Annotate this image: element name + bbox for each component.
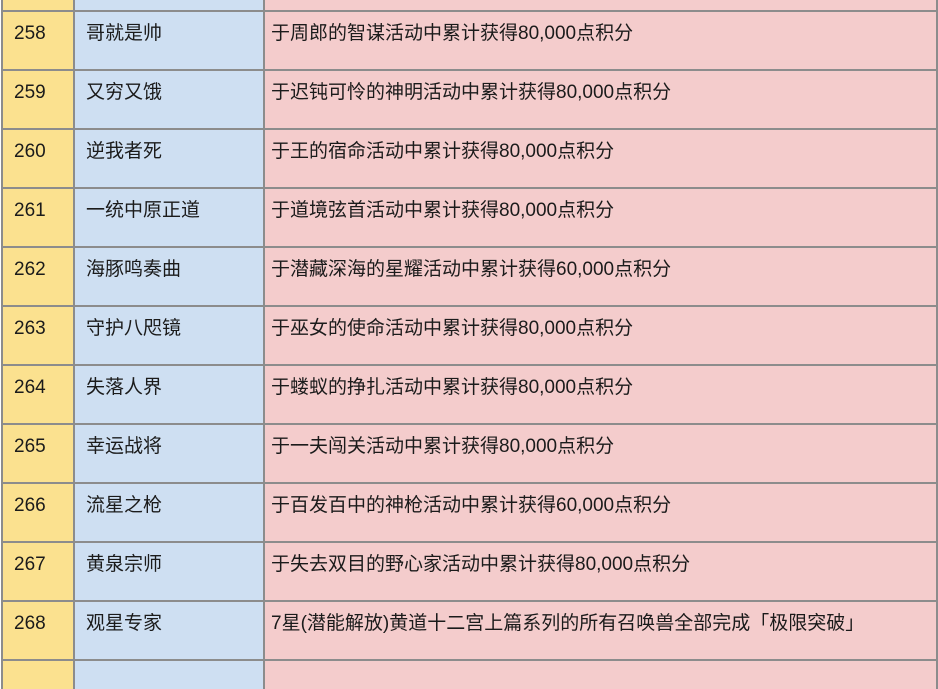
row-description-cell: 于巫女的使命活动中累计获得80,000点积分 [263,305,938,366]
table-row: 262 海豚鸣奏曲 于潜藏深海的星耀活动中累计获得60,000点积分 [1,246,938,307]
row-title-cell: 海豚鸣奏曲 [73,246,265,307]
row-title-cell: 一统中原正道 [73,187,265,248]
row-description-cell: 于一夫闯关活动中累计获得80,000点积分 [263,423,938,484]
row-title-cell: 守护八咫镜 [73,305,265,366]
row-description-cell: 于潜藏深海的星耀活动中累计获得60,000点积分 [263,246,938,307]
table-row: 266 流星之枪 于百发百中的神枪活动中累计获得60,000点积分 [1,482,938,543]
row-number-cell: 262 [1,246,75,307]
row-description-cell: 于百发百中的神枪活动中累计获得60,000点积分 [263,482,938,543]
row-description-cell [263,0,938,12]
row-number-cell [1,0,75,12]
clipped-row-top [1,0,938,12]
table-row: 268 观星专家 7星(潜能解放)黄道十二宫上篇系列的所有召唤兽全部完成「极限突破」 [1,600,938,661]
row-description-cell: 于王的宿命活动中累计获得80,000点积分 [263,128,938,189]
table-row: 263 守护八咫镜 于巫女的使命活动中累计获得80,000点积分 [1,305,938,366]
row-title-cell: 幸运战将 [73,423,265,484]
row-title-cell: 失落人界 [73,364,265,425]
table-row: 265 幸运战将 于一夫闯关活动中累计获得80,000点积分 [1,423,938,484]
row-number-cell: 260 [1,128,75,189]
row-number-cell: 259 [1,69,75,130]
row-title-cell: 观星专家 [73,600,265,661]
row-description-cell: 于失去双目的野心家活动中累计获得80,000点积分 [263,541,938,602]
row-number-cell: 263 [1,305,75,366]
row-title-cell: 流星之枪 [73,482,265,543]
row-title-cell: 黄泉宗师 [73,541,265,602]
row-description-cell [263,659,938,689]
row-title-cell: 哥就是帅 [73,10,265,71]
row-number-cell: 266 [1,482,75,543]
row-description-cell: 于周郎的智谋活动中累计获得80,000点积分 [263,10,938,71]
row-number-cell: 258 [1,10,75,71]
table-row: 258 哥就是帅 于周郎的智谋活动中累计获得80,000点积分 [1,10,938,71]
table-row: 264 失落人界 于蝼蚁的挣扎活动中累计获得80,000点积分 [1,364,938,425]
row-number-cell: 261 [1,187,75,248]
table-row: 267 黄泉宗师 于失去双目的野心家活动中累计获得80,000点积分 [1,541,938,602]
row-number-cell: 268 [1,600,75,661]
row-number-cell: 265 [1,423,75,484]
table-row: 259 又穷又饿 于迟钝可怜的神明活动中累计获得80,000点积分 [1,69,938,130]
row-description-cell: 于道境弦首活动中累计获得80,000点积分 [263,187,938,248]
row-title-cell [73,659,265,689]
table-row: 260 逆我者死 于王的宿命活动中累计获得80,000点积分 [1,128,938,189]
row-number-cell: 267 [1,541,75,602]
row-number-cell [1,659,75,689]
row-title-cell [73,0,265,12]
row-description-cell: 于蝼蚁的挣扎活动中累计获得80,000点积分 [263,364,938,425]
row-description-cell: 7星(潜能解放)黄道十二宫上篇系列的所有召唤兽全部完成「极限突破」 [263,600,938,661]
row-title-cell: 逆我者死 [73,128,265,189]
clipped-row-bottom [1,659,938,689]
row-title-cell: 又穷又饿 [73,69,265,130]
row-description-cell: 于迟钝可怜的神明活动中累计获得80,000点积分 [263,69,938,130]
table-row: 261 一统中原正道 于道境弦首活动中累计获得80,000点积分 [1,187,938,248]
row-number-cell: 264 [1,364,75,425]
